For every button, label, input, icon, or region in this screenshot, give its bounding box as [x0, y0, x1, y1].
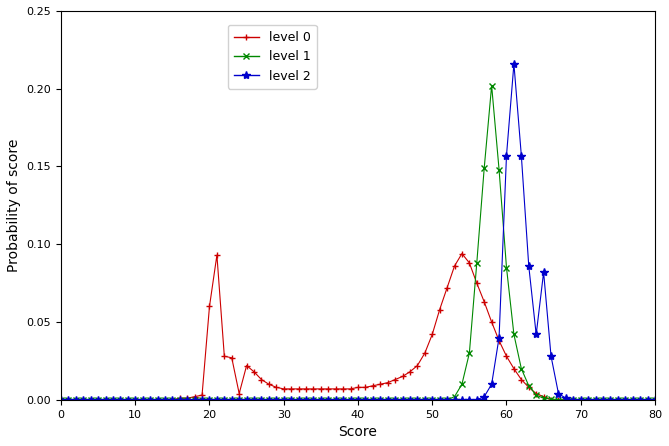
X-axis label: Score: Score	[339, 425, 377, 439]
level 1	[599, 397, 607, 402]
level 2	[510, 61, 518, 66]
level 2	[651, 397, 659, 402]
level 2	[495, 335, 503, 340]
level 2	[547, 354, 555, 359]
Line: level 1: level 1	[58, 82, 658, 403]
Line: level 0: level 0	[58, 251, 658, 403]
level 2	[599, 397, 607, 402]
level 1	[502, 265, 510, 270]
level 1	[428, 397, 436, 402]
level 1	[488, 83, 496, 88]
level 0	[458, 251, 466, 256]
level 0	[577, 397, 585, 402]
level 0	[651, 397, 659, 402]
level 2	[383, 397, 391, 402]
level 0	[502, 354, 510, 359]
level 0	[547, 397, 555, 402]
Y-axis label: Probability of score: Probability of score	[7, 139, 21, 272]
level 0	[383, 380, 391, 385]
level 1	[57, 397, 65, 402]
Line: level 2: level 2	[57, 60, 659, 404]
level 2	[57, 397, 65, 402]
level 1	[651, 397, 659, 402]
level 1	[383, 397, 391, 402]
level 1	[547, 396, 555, 402]
Legend: level 0, level 1, level 2: level 0, level 1, level 2	[227, 25, 317, 89]
level 0	[599, 397, 607, 402]
level 0	[57, 397, 65, 402]
level 2	[428, 397, 436, 402]
level 1	[577, 397, 585, 402]
level 0	[428, 332, 436, 337]
level 2	[577, 397, 585, 402]
